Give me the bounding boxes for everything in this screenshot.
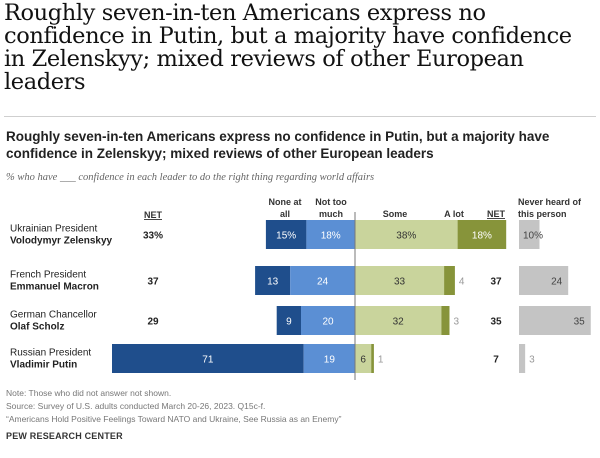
data-label-not-too-much: 24 [317,277,329,288]
header-not-too-much-line1: Not too [315,197,347,207]
header-a-lot: A lot [444,209,464,219]
data-label-not-too-much: 18% [321,231,341,242]
report-title: “Americans Hold Positive Feelings Toward… [6,414,342,424]
data-label-a-lot: 1 [378,355,384,366]
row-role-label: French President [10,270,86,281]
data-label-some: 38% [396,231,416,242]
net-no-confidence-value: 37 [147,277,159,288]
row-name-label: Volodymyr Zelenskyy [10,236,113,247]
bar-not-too-much [290,266,355,295]
bar-a-lot [441,306,450,335]
bar-never-heard [519,344,526,373]
row-role-label: Ukrainian President [10,224,97,235]
bar-never-heard [519,266,569,295]
data-label-never-heard: 24 [551,277,563,288]
data-label-never-heard: 10% [523,231,543,242]
bar-some [355,266,445,295]
header-net-confidence: NET [487,209,506,219]
bar-a-lot [444,266,455,295]
row-role-label: German Chancellor [10,310,97,321]
bar-some [355,344,372,373]
header-none-at-all-line2: all [280,209,290,219]
chart-subtitle: % who have ___ confidence in each leader… [6,172,375,183]
row-name-label: Olaf Scholz [10,322,64,333]
bar-not-too-much [306,220,355,249]
net-confidence-value: 35 [490,317,502,328]
data-label-not-too-much: 20 [322,317,334,328]
data-label-a-lot: 4 [459,277,465,288]
bar-a-lot [457,220,507,249]
data-label-some: 32 [393,317,405,328]
header-never-heard-line1: Never heard of [518,197,582,207]
row-name-label: Vladimir Putin [10,360,77,371]
header-net-no-confidence: NET [144,210,163,220]
diverging-bar-chart: NET None at all Not too much Some A lot NET Neve… [10,197,591,380]
header-some: Some [383,209,408,219]
data-label-none-at-all: 9 [286,317,292,328]
bar-never-heard [519,220,540,249]
data-label-some: 33 [394,277,406,288]
data-label-a-lot: 3 [454,317,460,328]
data-label-none-at-all: 13 [267,277,279,288]
chart-note: Note: Those who did not answer not shown… [6,388,172,398]
bar-not-too-much [303,344,355,373]
page-headline: Roughly seven-in-ten Americans express n… [4,0,572,95]
bar-none-at-all [276,306,301,335]
bar-not-too-much [301,306,355,335]
row-role-label: Russian President [10,348,91,359]
bar-some [355,220,458,249]
bar-never-heard [519,306,591,335]
bar-some [355,306,442,335]
header-not-too-much-line2: much [319,209,343,219]
chart-source: Source: Survey of U.S. adults conducted … [6,401,266,411]
bar-a-lot [371,344,374,373]
bar-none-at-all [112,344,304,373]
net-confidence-value: 37 [490,277,502,288]
chart-title: Roughly seven-in-ten Americans express n… [6,129,550,161]
bar-none-at-all [255,266,291,295]
data-label-none-at-all: 15% [276,231,296,242]
net-no-confidence-value: 29 [147,317,159,328]
data-label-some: 6 [360,355,366,366]
net-confidence-value: 7 [493,355,499,366]
data-label-none-at-all: 71 [202,355,214,366]
bar-none-at-all [265,220,307,249]
row-name-label: Emmanuel Macron [10,282,99,293]
header-none-at-all-line1: None at [268,197,301,207]
header-never-heard-line2: this person [518,209,567,219]
data-label-never-heard: 35 [574,317,586,328]
headline-divider [4,116,596,117]
data-label-not-too-much: 19 [324,355,336,366]
source-organization: PEW RESEARCH CENTER [6,431,123,441]
data-label-never-heard: 3 [529,355,535,366]
data-label-a-lot: 18% [472,231,492,242]
net-no-confidence-value: 33% [143,231,163,242]
